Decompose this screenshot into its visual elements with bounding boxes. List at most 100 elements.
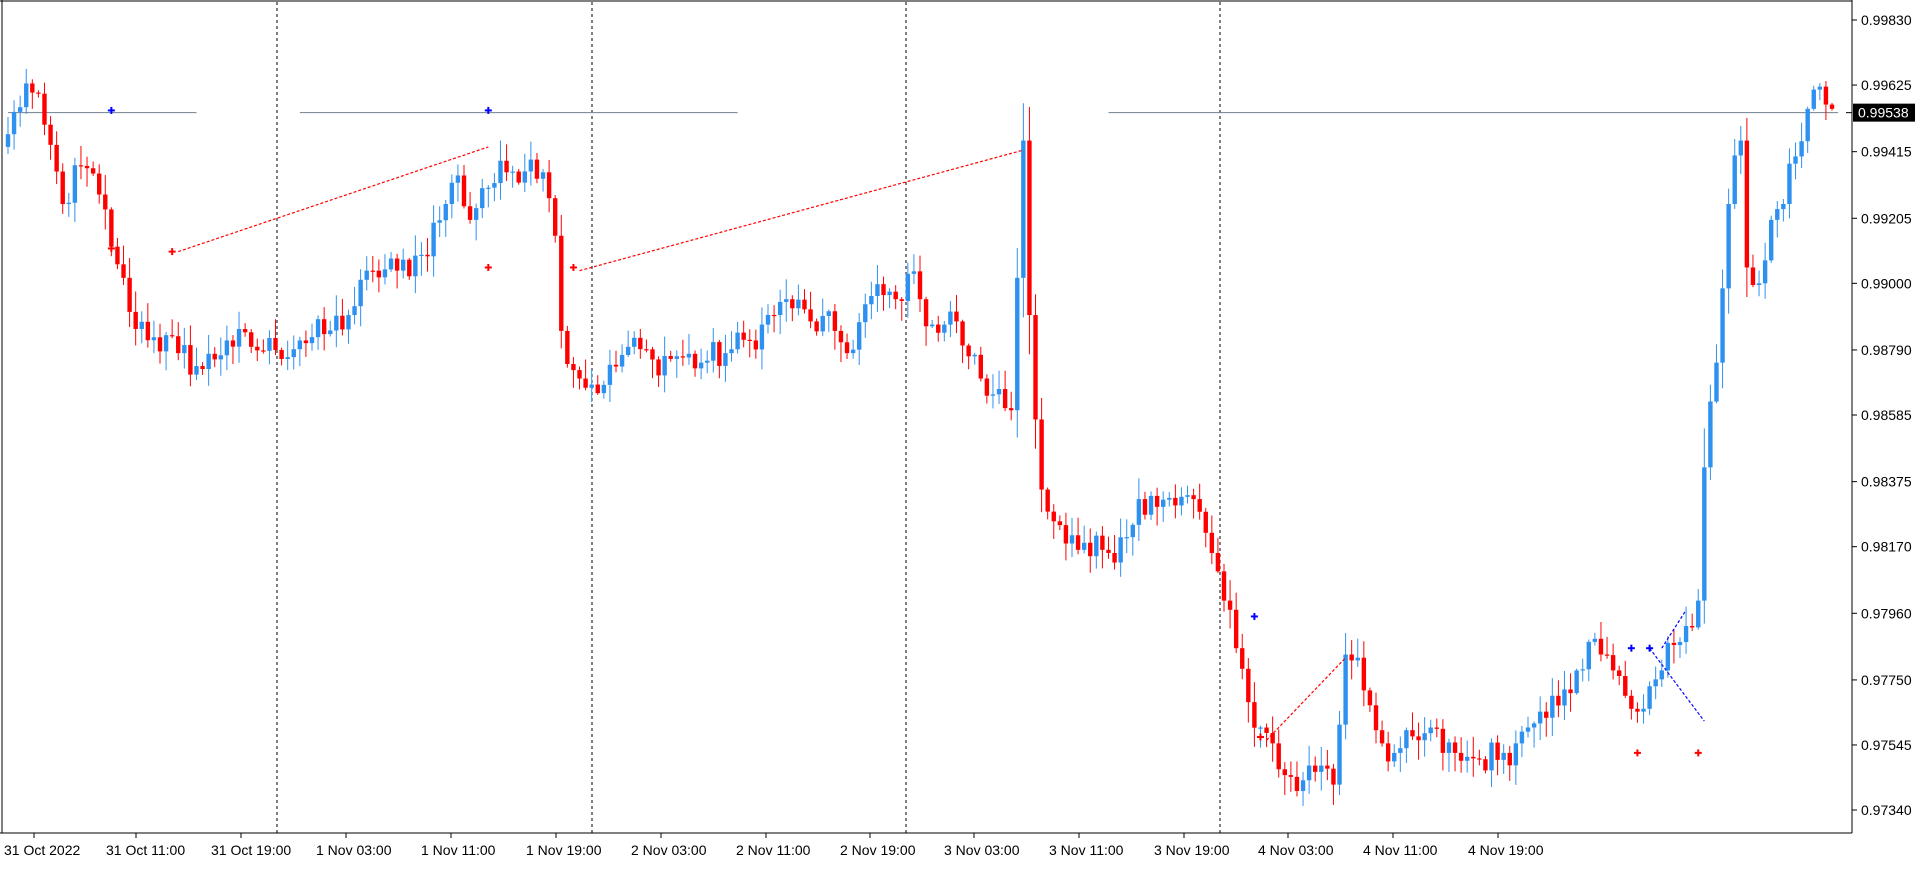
- candle: [30, 79, 35, 109]
- candle-body: [394, 258, 400, 271]
- time-scale[interactable]: 31 Oct 2022 31 Oct 11:00 31 Oct 19:00 1 Nov…: [4, 833, 1544, 858]
- candle-body: [948, 311, 953, 325]
- candle: [1489, 738, 1494, 788]
- candle-body: [984, 378, 990, 396]
- x-tick-label: 1 Nov 03:00: [316, 842, 392, 858]
- candle: [1829, 102, 1835, 111]
- candle-body: [850, 349, 856, 354]
- candle-body: [1069, 535, 1075, 544]
- candle-body: [1550, 695, 1555, 718]
- candle-body: [66, 202, 71, 205]
- candle-body: [261, 350, 266, 352]
- sell-signal-marker: [168, 248, 176, 256]
- candle-body: [1519, 731, 1525, 744]
- candle-body: [686, 353, 692, 358]
- candle-body: [1641, 708, 1646, 712]
- candle: [486, 185, 491, 208]
- candle: [522, 153, 527, 193]
- candle: [1671, 630, 1677, 664]
- candle: [1477, 749, 1482, 766]
- candle-body: [553, 198, 558, 236]
- candle: [1805, 106, 1810, 153]
- candle-body: [1051, 511, 1056, 522]
- candle-body: [309, 337, 315, 344]
- candle-body: [1276, 743, 1281, 770]
- candle-body: [1002, 389, 1008, 409]
- sell-signal-marker: [569, 263, 577, 271]
- candle: [1580, 658, 1585, 682]
- candle-body: [735, 332, 740, 350]
- candle-body: [1477, 758, 1482, 760]
- candle: [1118, 518, 1123, 577]
- candle-body: [480, 188, 485, 209]
- candle-body: [382, 269, 388, 278]
- candle: [1373, 692, 1379, 744]
- candle: [1240, 633, 1245, 680]
- x-tick-label: 2 Nov 19:00: [840, 842, 916, 858]
- candle: [1762, 242, 1768, 299]
- candle: [36, 90, 41, 98]
- candle-body: [224, 340, 230, 356]
- candle: [1361, 641, 1367, 707]
- candle: [492, 173, 497, 202]
- candle-body: [1343, 654, 1348, 725]
- candle: [1501, 744, 1506, 775]
- candle-body: [826, 311, 831, 316]
- candle: [1495, 735, 1500, 776]
- candle: [1416, 722, 1421, 760]
- candle: [534, 153, 540, 184]
- candle-body: [1039, 419, 1044, 490]
- candle: [1161, 491, 1166, 522]
- candle: [705, 350, 710, 374]
- candle-body: [1446, 742, 1452, 753]
- candle: [1696, 589, 1701, 630]
- candle-body: [1501, 752, 1506, 760]
- candle: [668, 350, 673, 362]
- candle-body: [340, 315, 345, 330]
- candle: [303, 330, 309, 357]
- candle: [644, 339, 649, 353]
- candle-body: [1495, 742, 1500, 760]
- candle-body: [577, 370, 582, 379]
- candle-body: [1556, 695, 1561, 706]
- candle: [832, 303, 838, 350]
- y-tick-label: 0.99000: [1861, 275, 1912, 291]
- candle-body: [1720, 288, 1725, 363]
- candle-body: [60, 171, 65, 205]
- candle-body: [911, 271, 917, 274]
- candle-body: [771, 314, 777, 317]
- candle-body: [1544, 711, 1549, 718]
- candle: [401, 248, 406, 279]
- candle-body: [1057, 521, 1063, 526]
- candle: [321, 307, 327, 351]
- candle-body: [419, 254, 424, 256]
- candle: [1513, 730, 1519, 785]
- candle-body: [255, 346, 260, 351]
- candle: [291, 335, 296, 370]
- candle-body: [176, 336, 181, 354]
- x-tick-label: 2 Nov 11:00: [736, 842, 811, 858]
- candle: [1185, 485, 1190, 504]
- candle-body: [236, 329, 242, 347]
- price-scale[interactable]: 0.99830 0.99625 0.99415 0.99205 0.99000 0.987…: [1852, 12, 1912, 818]
- candle: [66, 192, 71, 217]
- candle: [777, 289, 783, 335]
- candle-body: [510, 171, 515, 173]
- candle-body: [954, 311, 959, 322]
- candle: [1112, 535, 1117, 570]
- candle: [1392, 744, 1397, 768]
- candle: [139, 311, 144, 344]
- trend-line: [1661, 609, 1687, 649]
- candle: [1294, 761, 1300, 797]
- trend-line: [579, 149, 1024, 272]
- candle: [680, 339, 686, 366]
- candle-body: [1410, 730, 1415, 737]
- candle-body: [212, 353, 217, 360]
- candle: [72, 157, 78, 223]
- candle: [17, 95, 23, 127]
- candle: [826, 309, 831, 332]
- candle: [1106, 536, 1111, 559]
- candle: [1738, 125, 1743, 175]
